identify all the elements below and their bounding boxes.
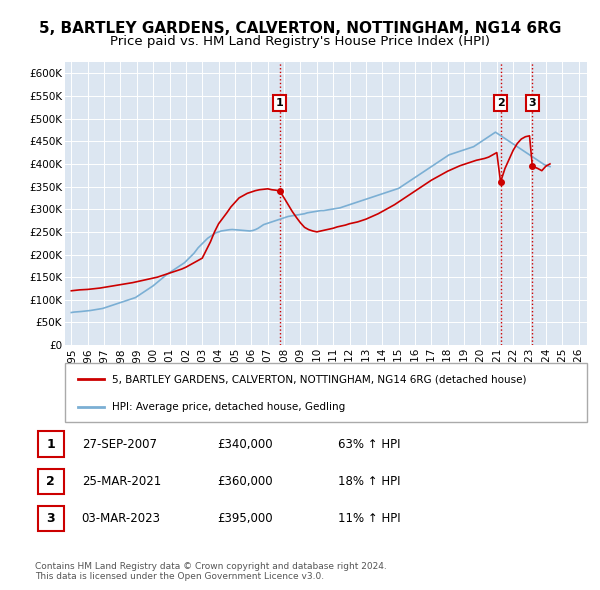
Text: HPI: Average price, detached house, Gedling: HPI: Average price, detached house, Gedl… [112, 402, 345, 412]
Text: 2: 2 [46, 475, 55, 488]
Text: £360,000: £360,000 [217, 475, 272, 488]
Text: 25-MAR-2021: 25-MAR-2021 [82, 475, 161, 488]
Text: 18% ↑ HPI: 18% ↑ HPI [338, 475, 401, 488]
Text: £340,000: £340,000 [217, 438, 272, 451]
Text: 27-SEP-2007: 27-SEP-2007 [82, 438, 157, 451]
Text: 63% ↑ HPI: 63% ↑ HPI [338, 438, 401, 451]
Text: Price paid vs. HM Land Registry's House Price Index (HPI): Price paid vs. HM Land Registry's House … [110, 35, 490, 48]
Text: 3: 3 [529, 98, 536, 108]
Text: Contains HM Land Registry data © Crown copyright and database right 2024.
This d: Contains HM Land Registry data © Crown c… [35, 562, 386, 581]
FancyBboxPatch shape [38, 468, 64, 494]
FancyBboxPatch shape [38, 506, 64, 532]
Text: 1: 1 [276, 98, 284, 108]
FancyBboxPatch shape [38, 431, 64, 457]
Text: £395,000: £395,000 [217, 512, 272, 525]
Text: 3: 3 [46, 512, 55, 525]
Text: 11% ↑ HPI: 11% ↑ HPI [338, 512, 401, 525]
Text: 03-MAR-2023: 03-MAR-2023 [82, 512, 161, 525]
Text: 2: 2 [497, 98, 505, 108]
Text: 5, BARTLEY GARDENS, CALVERTON, NOTTINGHAM, NG14 6RG (detached house): 5, BARTLEY GARDENS, CALVERTON, NOTTINGHA… [112, 375, 526, 384]
Text: 5, BARTLEY GARDENS, CALVERTON, NOTTINGHAM, NG14 6RG: 5, BARTLEY GARDENS, CALVERTON, NOTTINGHA… [39, 21, 561, 35]
Text: 1: 1 [46, 438, 55, 451]
FancyBboxPatch shape [65, 363, 587, 422]
